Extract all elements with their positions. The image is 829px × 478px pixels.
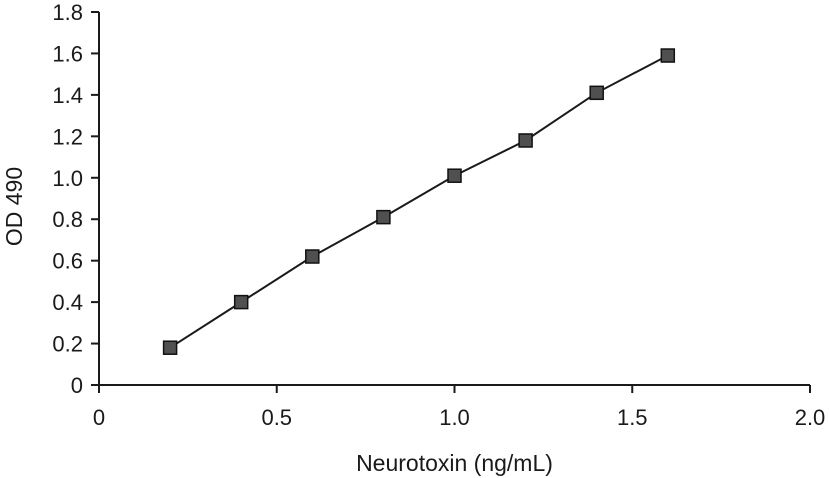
- y-tick-label: 0.2: [52, 332, 83, 357]
- y-tick-label: 1.8: [52, 0, 83, 25]
- x-tick-label: 1.0: [439, 405, 470, 430]
- x-tick-label: 2.0: [795, 405, 826, 430]
- y-tick-label: 1.6: [52, 41, 83, 66]
- y-axis-ticks: 0 0.2 0.4 0.6 0.8 1.0 1.2 1.4 1.6 1.8: [52, 0, 99, 398]
- x-tick-label: 0: [93, 405, 105, 430]
- y-tick-label: 1.4: [52, 83, 83, 108]
- y-tick-label: 0.6: [52, 249, 83, 274]
- y-tick-label: 1.2: [52, 124, 83, 149]
- series-layer: [162, 48, 676, 355]
- y-tick-label: 0: [71, 373, 83, 398]
- series-line: [169, 54, 669, 349]
- data-point-marker: [376, 209, 391, 225]
- x-tick-label: 0.5: [261, 405, 292, 430]
- data-point-marker: [518, 133, 533, 148]
- data-point-marker: [305, 249, 320, 264]
- y-tick-label: 1.0: [52, 166, 83, 191]
- x-axis-title: Neurotoxin (ng/mL): [356, 450, 553, 476]
- data-point-marker: [660, 48, 676, 63]
- x-tick-label: 1.5: [617, 405, 648, 430]
- data-point-marker: [162, 340, 178, 355]
- y-axis-title: OD 490: [1, 167, 27, 246]
- y-tick-label: 0.4: [52, 290, 83, 315]
- data-point-marker: [589, 85, 604, 101]
- y-tick-label: 0.8: [52, 207, 83, 232]
- data-point-marker: [233, 294, 249, 310]
- data-point-marker: [447, 168, 462, 183]
- x-axis-ticks: 0 0.5 1.0 1.5 2.0: [93, 385, 825, 430]
